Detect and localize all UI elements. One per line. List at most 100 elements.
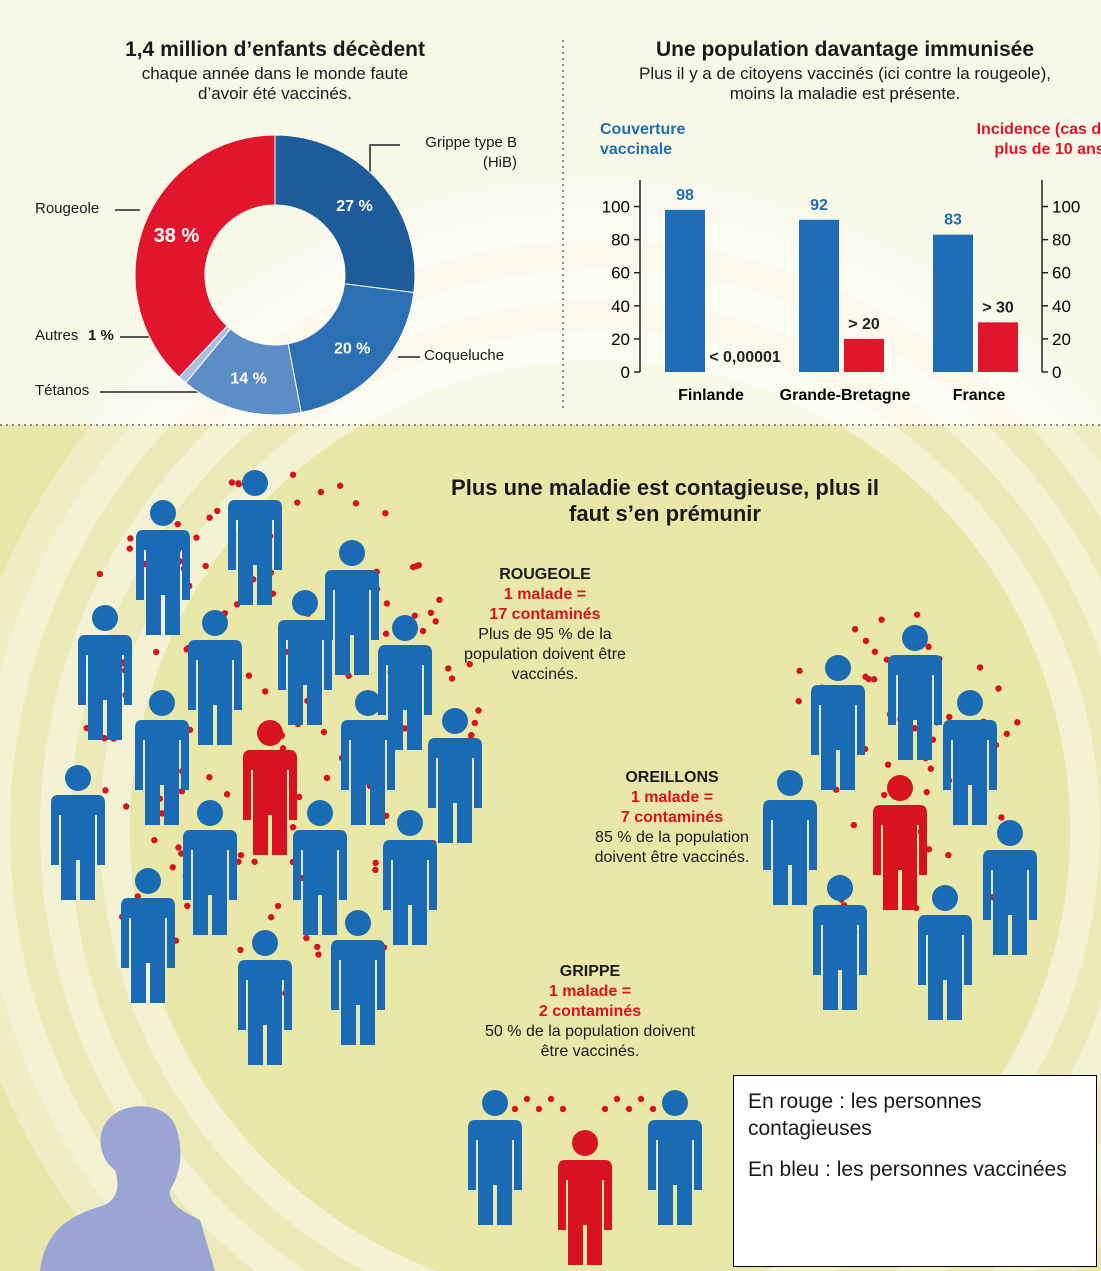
x-tick-label: Finlande bbox=[678, 387, 744, 404]
slice-label: Rougeole bbox=[35, 200, 99, 217]
person-body bbox=[383, 840, 437, 945]
vaccinated-person bbox=[183, 800, 237, 935]
vaccinated-person bbox=[188, 610, 242, 745]
person-head bbox=[397, 810, 423, 836]
y2-tick-label: 100 bbox=[1052, 198, 1080, 217]
bar-title: Une population davantage immunisée bbox=[595, 38, 1095, 62]
dot bbox=[321, 729, 327, 735]
y2-tick-label: 80 bbox=[1052, 231, 1071, 250]
person-body bbox=[918, 915, 972, 1020]
disease-block: OREILLONS 1 malade = 7 contaminés 85 % d… bbox=[582, 768, 762, 868]
person-head bbox=[572, 1130, 598, 1156]
vaccinated-person bbox=[763, 770, 817, 905]
value-label: 27 % bbox=[336, 198, 372, 215]
dot bbox=[878, 616, 884, 622]
dot bbox=[560, 1106, 566, 1112]
dot bbox=[314, 944, 320, 950]
dot bbox=[151, 837, 157, 843]
dot bbox=[175, 844, 181, 850]
person-body bbox=[468, 1120, 522, 1225]
dot bbox=[184, 903, 190, 909]
y-tick-label: 100 bbox=[602, 198, 630, 217]
dot bbox=[206, 774, 212, 780]
disease-rate: 2 contaminés bbox=[480, 1002, 700, 1022]
vaccinated-person bbox=[293, 800, 347, 935]
bar bbox=[665, 210, 705, 372]
person-body bbox=[983, 850, 1037, 955]
dot bbox=[928, 765, 934, 771]
person-head bbox=[355, 690, 381, 716]
dot bbox=[235, 480, 241, 486]
dot bbox=[214, 508, 220, 514]
person-head bbox=[662, 1090, 688, 1116]
disease-block: GRIPPE 1 malade = 2 contaminés 50 % de l… bbox=[480, 962, 700, 1062]
value-label: > 30 bbox=[982, 299, 1014, 316]
value-label: 92 bbox=[810, 197, 828, 214]
section-title: Plus une maladie est contagieuse, plus i… bbox=[440, 475, 890, 527]
person-head bbox=[242, 470, 268, 496]
person-head bbox=[827, 875, 853, 901]
dot bbox=[193, 534, 199, 540]
legend-box: En rouge : les personnes contagieuses En… bbox=[733, 1075, 1097, 1267]
person-head bbox=[482, 1090, 508, 1116]
disease-rate: 1 malade = bbox=[480, 982, 700, 1002]
person-head bbox=[65, 765, 91, 791]
dot bbox=[383, 631, 389, 637]
disease-rate: 1 malade = bbox=[582, 788, 762, 808]
bar bbox=[933, 235, 973, 372]
dot bbox=[977, 664, 983, 670]
person-body bbox=[331, 940, 385, 1045]
dot bbox=[852, 626, 858, 632]
vaccinated-person bbox=[648, 1090, 702, 1225]
vaccinated-person bbox=[121, 868, 175, 1003]
vaccinated-person bbox=[811, 655, 865, 790]
value-label: 20 % bbox=[334, 341, 370, 358]
dot bbox=[420, 628, 426, 634]
dot bbox=[945, 852, 951, 858]
dot bbox=[445, 665, 451, 671]
person-body bbox=[228, 500, 282, 605]
person-head bbox=[307, 800, 333, 826]
disease-rate: 1 malade = bbox=[455, 585, 635, 605]
disease-text: 50 % de la population doivent être vacci… bbox=[480, 1022, 700, 1062]
dot bbox=[638, 1096, 644, 1102]
dot bbox=[337, 483, 343, 489]
person-body bbox=[121, 898, 175, 1003]
pie-subtitle: chaque année dans le monde faute d’avoir… bbox=[130, 64, 420, 104]
dot bbox=[123, 803, 129, 809]
slice-label: Autres bbox=[35, 327, 78, 344]
person-body bbox=[648, 1120, 702, 1225]
person-body bbox=[293, 830, 347, 935]
dot bbox=[872, 649, 878, 655]
person-body bbox=[78, 635, 132, 740]
bar-subtitle: Plus il y a de citoyens vaccinés (ici co… bbox=[620, 64, 1070, 104]
disease-block: ROUGEOLE 1 malade = 17 contaminés Plus d… bbox=[455, 565, 635, 685]
x-tick-label: Grande-Bretagne bbox=[780, 387, 911, 404]
dot bbox=[127, 535, 133, 541]
person-body bbox=[763, 800, 817, 905]
value-label: 83 bbox=[944, 212, 962, 229]
dot bbox=[914, 611, 920, 617]
slice-label: Grippe type B (HiB) bbox=[395, 133, 517, 173]
legend-text: En rouge : les personnes contagieuses bbox=[748, 1088, 1082, 1142]
dot bbox=[290, 472, 296, 478]
person-body bbox=[51, 795, 105, 900]
value-label: 38 % bbox=[154, 225, 200, 247]
person-head bbox=[257, 720, 283, 746]
dot bbox=[324, 775, 330, 781]
legend-text: En bleu : les personnes vaccinées bbox=[748, 1156, 1082, 1183]
dot bbox=[946, 714, 952, 720]
person-head bbox=[777, 770, 803, 796]
dot bbox=[602, 1106, 608, 1112]
vaccinated-person bbox=[983, 820, 1037, 955]
dot bbox=[865, 676, 871, 682]
dot bbox=[202, 563, 208, 569]
person-body bbox=[888, 655, 942, 760]
vaccinated-person bbox=[278, 590, 332, 725]
dot bbox=[97, 571, 103, 577]
disease-name: OREILLONS bbox=[582, 768, 762, 788]
vaccinated-person bbox=[383, 810, 437, 945]
person-head bbox=[135, 868, 161, 894]
dot bbox=[650, 1106, 656, 1112]
dot bbox=[303, 935, 309, 941]
